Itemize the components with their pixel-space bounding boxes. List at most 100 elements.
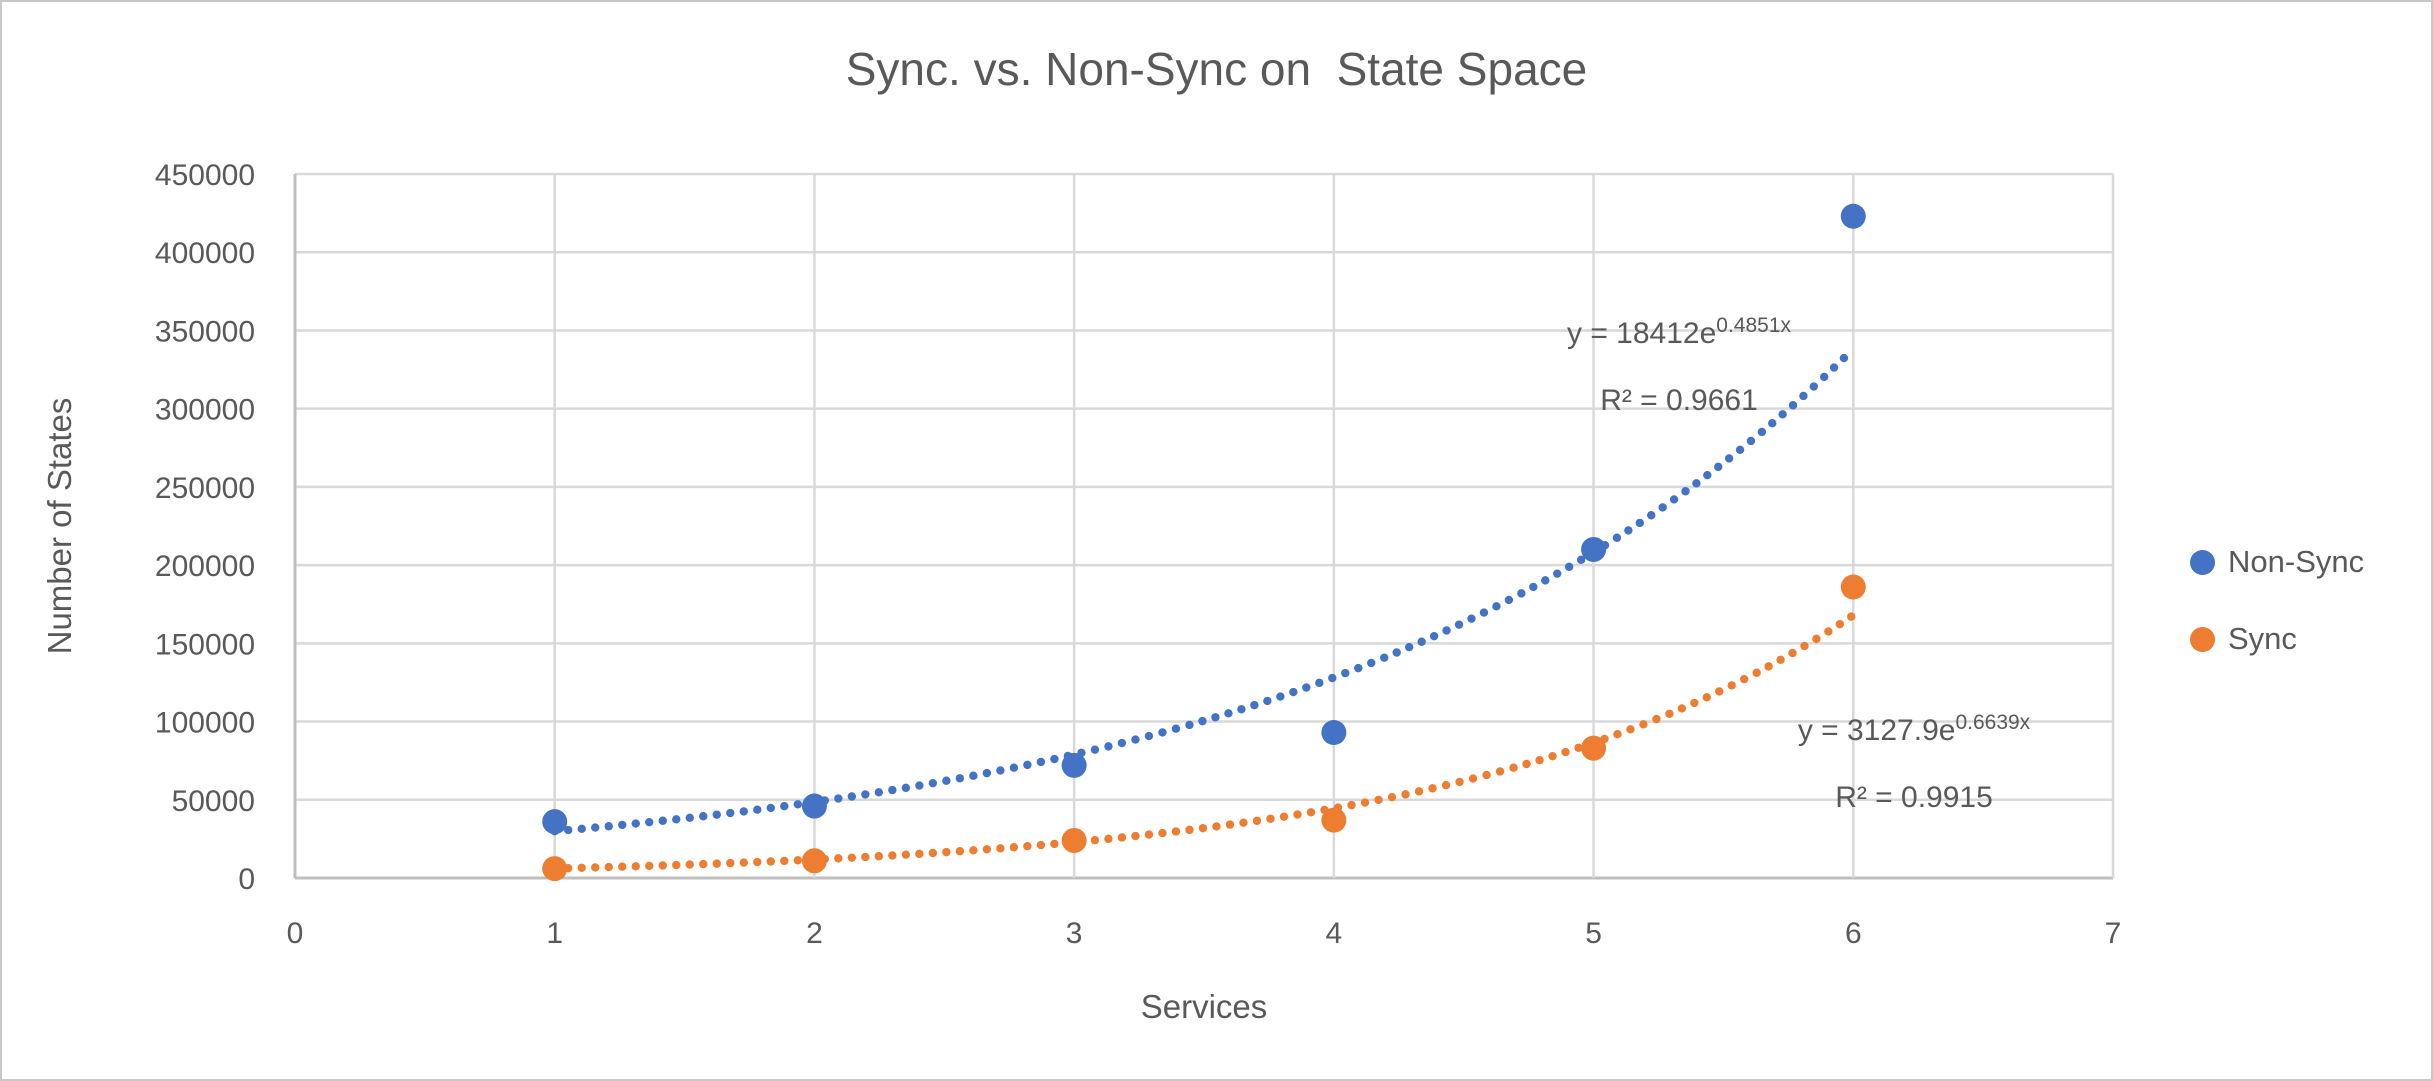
trendline-dot xyxy=(1468,774,1478,783)
trendline-dot xyxy=(618,862,627,871)
trendline-dot xyxy=(685,813,694,822)
trendline-dot xyxy=(1812,634,1821,644)
trendline-dot xyxy=(658,861,667,870)
trendline-dot xyxy=(1428,784,1437,793)
trendline-dot xyxy=(1171,827,1181,836)
trendline-dot xyxy=(1367,658,1376,668)
data-point-sync xyxy=(801,848,827,874)
trendline-dot xyxy=(1158,828,1167,838)
trendline-dot xyxy=(726,858,735,868)
y-tick-label: 50000 xyxy=(172,785,255,818)
trendline-dot xyxy=(1239,818,1248,827)
trendline-dot xyxy=(1665,709,1674,718)
legend-item-non-sync: Non-Sync xyxy=(2190,543,2364,581)
trendline-dot xyxy=(1829,363,1839,372)
trendline-dot xyxy=(1380,653,1389,662)
legend-item-sync: Sync xyxy=(2190,620,2364,658)
trendline-dot xyxy=(1131,831,1140,841)
trendline-dot xyxy=(645,817,654,827)
trendline-dot xyxy=(1724,454,1734,463)
trendline-dot xyxy=(1354,663,1363,673)
trendline-dot xyxy=(996,766,1005,775)
trendline-dot xyxy=(1626,725,1635,734)
trendline-dot xyxy=(618,820,627,830)
trendline-dot xyxy=(1341,668,1350,678)
x-tick-label: 7 xyxy=(2105,917,2122,950)
trendline-dot xyxy=(577,824,586,833)
trendline-dot xyxy=(658,816,667,825)
trendline-dot xyxy=(1328,673,1337,683)
trendline-dot xyxy=(631,819,640,828)
data-point-non-sync xyxy=(1061,752,1087,778)
trendline-dot xyxy=(1454,620,1464,629)
trendline-equation-line: y = 3127.9e0.6639x xyxy=(1797,711,2031,747)
trendline-dot xyxy=(847,853,857,862)
trendline-dot xyxy=(1198,823,1208,833)
trendline-dot xyxy=(1417,637,1426,646)
trendline-dot xyxy=(1788,401,1798,410)
equation-exponent: 0.6639x xyxy=(1955,711,2031,734)
trendline-dot xyxy=(1504,595,1514,605)
trendline-dot xyxy=(1509,763,1518,772)
trendline-dot xyxy=(1131,735,1140,744)
trendline-dot xyxy=(631,862,640,871)
trendline-dot xyxy=(1050,839,1059,849)
trendline-dot xyxy=(1036,757,1046,767)
trendline-dot xyxy=(874,788,884,797)
trendline-dot xyxy=(1535,755,1544,765)
trendline-dot xyxy=(793,800,803,809)
trendline-dot xyxy=(780,801,789,811)
y-tick-label: 100000 xyxy=(155,707,255,740)
trendline-dot xyxy=(564,825,573,835)
trendline-dot xyxy=(672,815,681,824)
trendline-dot xyxy=(1681,487,1690,496)
trendline-dot xyxy=(1441,781,1451,790)
trendline-dot xyxy=(753,805,762,814)
trendline-dot xyxy=(1492,602,1501,611)
trendline-dot xyxy=(1788,648,1797,658)
trendline-dot xyxy=(915,849,924,859)
trendline-dot xyxy=(1652,714,1661,724)
trendline-dot xyxy=(1522,759,1531,769)
trendline-dot xyxy=(1401,790,1410,799)
legend-label-non-sync: Non-Sync xyxy=(2228,544,2365,579)
trendline-dot xyxy=(712,859,721,868)
trendline-dot xyxy=(1212,822,1221,831)
data-point-sync xyxy=(1061,827,1087,853)
trendline-dot xyxy=(1576,555,1586,564)
y-tick-label: 300000 xyxy=(155,394,255,427)
trendline-dot xyxy=(1752,668,1761,677)
y-tick-label: 0 xyxy=(238,863,255,896)
trendline-dot xyxy=(1414,787,1424,796)
trendline-dot xyxy=(1715,687,1724,696)
trendline-dot xyxy=(1740,674,1749,684)
equation-exponent: 0.4851x xyxy=(1716,314,1792,337)
trendline-dot xyxy=(1144,731,1154,741)
y-tick-label: 150000 xyxy=(155,628,255,661)
trendline-dot xyxy=(766,857,775,866)
trendline-dot xyxy=(1529,582,1538,592)
trendline-dot xyxy=(834,794,843,803)
trendline-dot xyxy=(1809,382,1819,391)
trendline-dot xyxy=(888,785,897,795)
trendline-dot xyxy=(901,850,911,859)
trendline-dot xyxy=(1553,569,1562,578)
trendline-dot xyxy=(753,857,762,867)
x-tick-label: 2 xyxy=(806,917,823,950)
trendline-dot xyxy=(1635,518,1645,528)
trendline-dot xyxy=(1639,720,1648,729)
trendline-dot xyxy=(1374,795,1383,805)
trendline-dot xyxy=(1757,427,1767,437)
trendline-r2-label: R² = 0.9915 xyxy=(1835,781,1993,814)
trendline-dot xyxy=(1360,798,1370,807)
trendline-dot xyxy=(1824,627,1833,636)
trendline-dot xyxy=(1847,612,1856,621)
trendline-dot xyxy=(1104,834,1113,844)
trendline-dot xyxy=(1263,696,1272,706)
trendline-dot xyxy=(1677,704,1687,713)
trendline-dot xyxy=(1702,693,1712,702)
trendline-dot xyxy=(1276,692,1285,701)
trendline-dot xyxy=(1690,698,1699,708)
x-tick-label: 3 xyxy=(1066,917,1083,950)
